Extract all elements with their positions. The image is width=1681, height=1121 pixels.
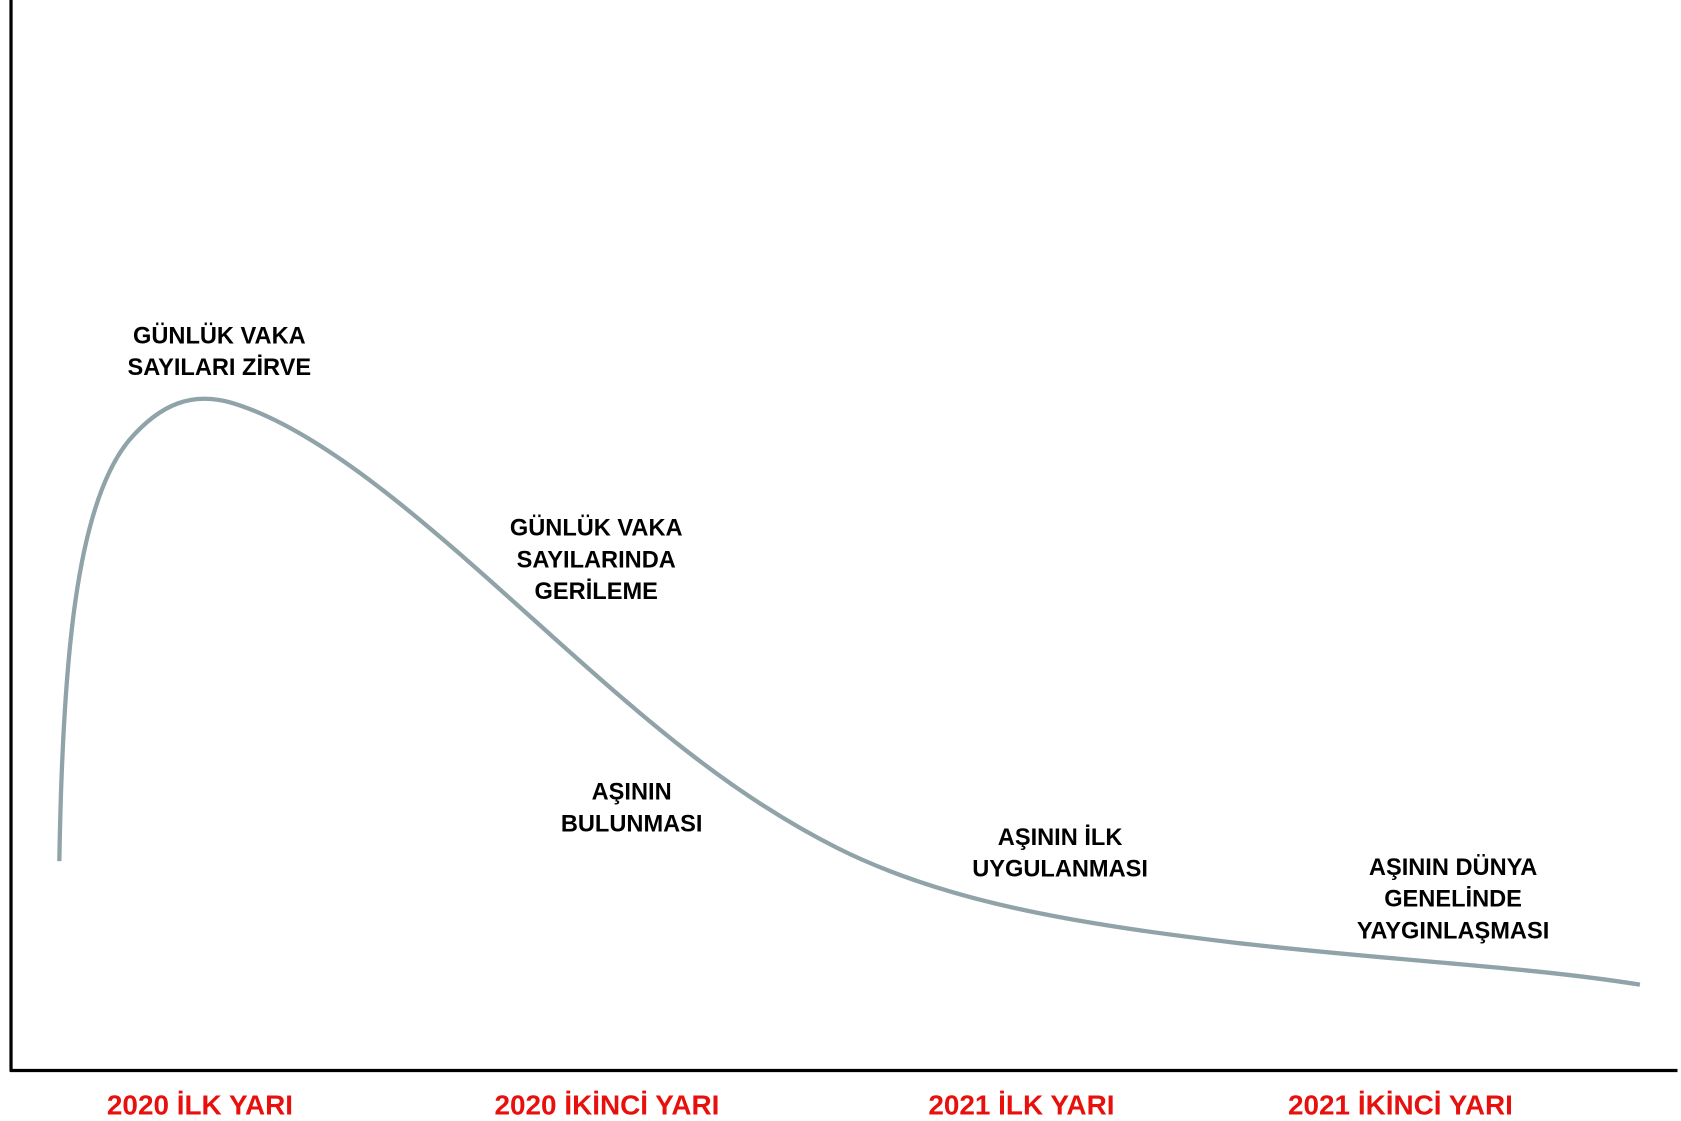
- annotation-line: SAYILARI ZİRVE: [127, 354, 311, 381]
- period-label: 2021 İKİNCİ YARI: [1288, 1089, 1513, 1120]
- trend-curve: [57, 396, 1641, 987]
- annotation-line: AŞININ: [592, 780, 672, 806]
- period-label: 2020 İKİNCİ YARI: [494, 1089, 719, 1120]
- annotations: GÜNLÜK VAKA SAYILARI ZİRVE GÜNLÜK VAKA SAYI…: [127, 322, 1549, 944]
- annotation-line: UYGULANMASI: [972, 857, 1148, 883]
- annotation-line: BULUNMASI: [561, 811, 703, 837]
- annotation-line: AŞININ DÜNYA: [1369, 854, 1537, 881]
- annotation-line: GERİLEME: [535, 578, 658, 605]
- periods: 2020 İLK YARI 2020 İKİNCİ YARI 2021 İLK YA…: [107, 1089, 1513, 1120]
- annotation-line: AŞININ İLK: [998, 824, 1123, 851]
- period-label: 2020 İLK YARI: [107, 1089, 293, 1120]
- annotation-line: SAYILARINDA: [517, 547, 676, 573]
- annotation-line: GENELİNDE: [1384, 886, 1522, 913]
- annotation-line: YAYGINLAŞMASI: [1357, 918, 1549, 944]
- period-label: 2021 İLK YARI: [928, 1089, 1114, 1120]
- annotation-line: GÜNLÜK VAKA: [133, 322, 306, 349]
- annotation-line: GÜNLÜK VAKA: [510, 515, 683, 542]
